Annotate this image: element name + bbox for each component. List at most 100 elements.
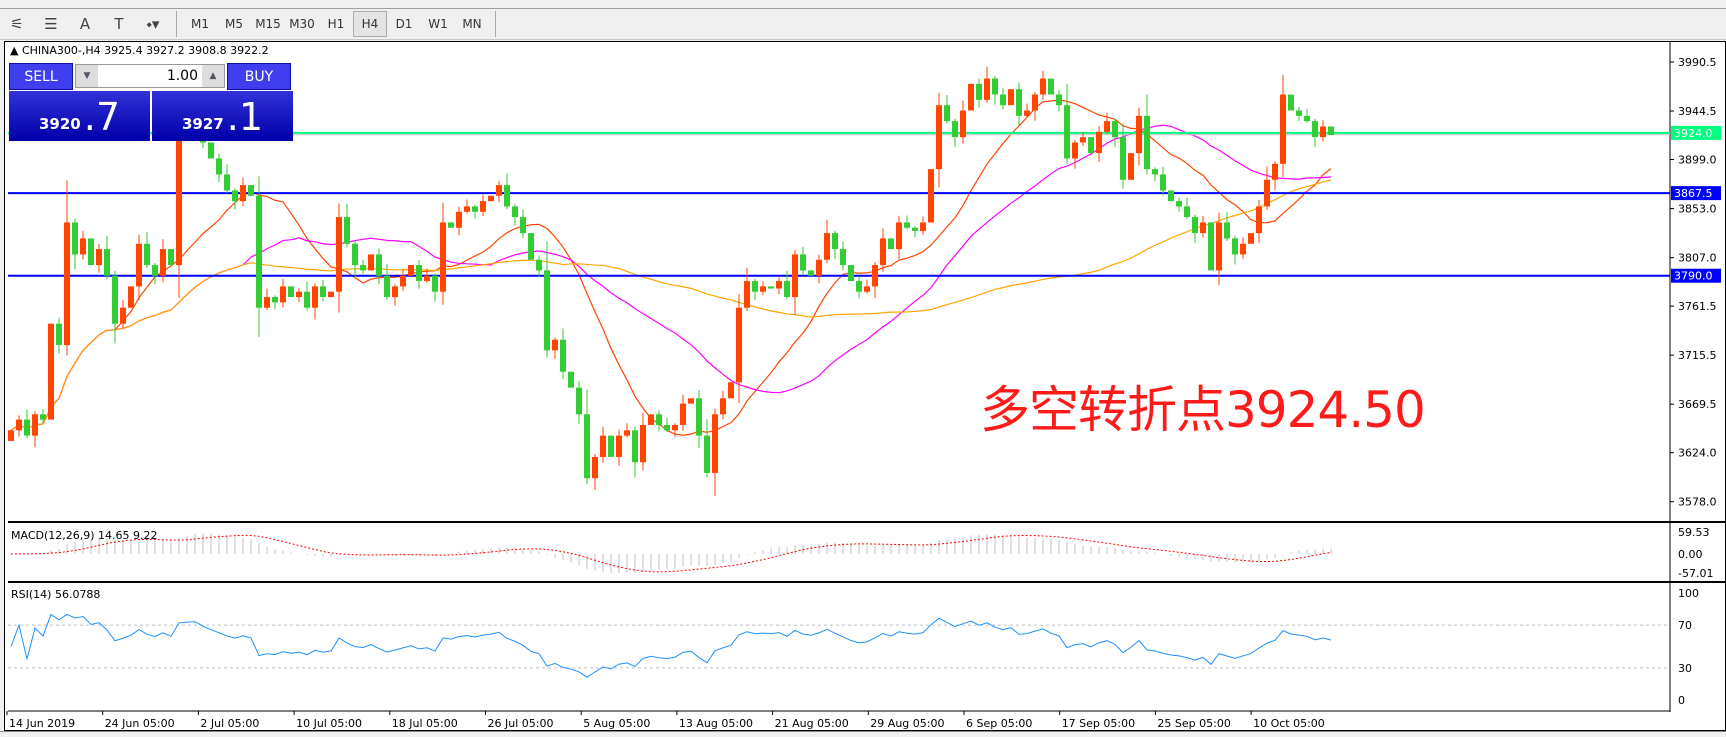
timeframe-mn[interactable]: MN (462, 17, 482, 31)
candle-body (856, 281, 862, 292)
candle-body (680, 403, 686, 425)
candle-body (1328, 126, 1334, 136)
timeframe-m30[interactable]: M30 (289, 17, 315, 31)
candle-body (664, 424, 670, 431)
timeframe-m5[interactable]: M5 (225, 17, 243, 31)
candle-body (968, 83, 974, 111)
candle-body (360, 265, 366, 271)
buy-price-button[interactable]: 3927 .1 (152, 91, 293, 141)
candle-body (1168, 190, 1174, 202)
macd-axis-label: 59.53 (1678, 526, 1710, 539)
time-tick-label: 17 Sep 05:00 (1062, 717, 1135, 730)
candle-body (752, 281, 758, 292)
candle-body (704, 435, 710, 473)
candle-body (472, 206, 478, 212)
candle-body (616, 435, 622, 457)
candle-body (952, 121, 958, 138)
time-tick-label: 26 Jul 05:00 (488, 717, 554, 730)
candle-body (1216, 222, 1222, 271)
rsi-label: RSI(14) 56.0788 (11, 588, 100, 601)
candle-body (696, 398, 702, 436)
candle-body (376, 254, 382, 276)
timeframe-h1[interactable]: H1 (327, 17, 345, 31)
candle-body (1264, 179, 1270, 207)
candle-body (1080, 137, 1086, 143)
candle-body (152, 265, 158, 276)
candle-body (1192, 217, 1198, 234)
sell-price-button[interactable]: 3920 .7 (9, 91, 150, 141)
arrows-dropdown-icon[interactable]: ⬩▾ (146, 15, 160, 33)
fibonacci-icon[interactable]: ☰ (44, 15, 58, 33)
price-tick-label: 3807.0 (1678, 252, 1717, 265)
timeframe-m1[interactable]: M1 (191, 17, 209, 31)
macd-axis-label: -57.01 (1678, 567, 1713, 580)
candle-body (536, 259, 542, 271)
candle-body (1304, 115, 1310, 122)
candle-body (88, 238, 94, 266)
candle-body (504, 185, 510, 207)
chart-window[interactable] (4, 41, 1726, 731)
candle-body (800, 254, 806, 271)
candle-body (728, 382, 734, 399)
timeframe-w1[interactable]: W1 (428, 17, 448, 31)
candle-body (880, 238, 886, 266)
candle-body (1240, 243, 1246, 255)
candle-body (392, 286, 398, 298)
candle-body (992, 78, 998, 95)
candle-body (1184, 206, 1190, 218)
candle-body (1136, 115, 1142, 154)
candle-body (736, 307, 742, 383)
hline-price-label: 3790.0 (1674, 270, 1713, 283)
macd-label: MACD(12,26,9) 14.65 9.22 (11, 529, 158, 542)
candle-body (944, 105, 950, 122)
candle-body (320, 286, 326, 298)
text-icon[interactable]: A (79, 15, 91, 33)
candle-body (904, 222, 910, 228)
sell-button[interactable]: SELL (9, 63, 73, 90)
lot-increase-icon[interactable]: ▲ (202, 65, 224, 87)
timeframe-d1[interactable]: D1 (395, 17, 413, 31)
candle-body (240, 185, 246, 202)
candle-body (552, 339, 558, 351)
candle-body (280, 286, 286, 303)
candle-body (624, 430, 630, 436)
candle-body (144, 243, 150, 266)
candle-body (768, 286, 774, 289)
buy-button[interactable]: BUY (227, 63, 291, 90)
timeframe-m15[interactable]: M15 (255, 17, 281, 31)
price-tick-label: 3853.0 (1678, 203, 1717, 216)
candle-body (1176, 201, 1182, 207)
hline-price-tag (1671, 268, 1721, 283)
candle-body (8, 430, 14, 441)
candle-body (520, 217, 526, 234)
ask-price-pips: .1 (226, 95, 263, 139)
lot-size-input[interactable]: 1.00 (166, 68, 198, 84)
lot-decrease-icon[interactable]: ▼ (76, 65, 98, 87)
time-tick-label: 18 Jul 05:00 (392, 717, 458, 730)
candle-body (1288, 94, 1294, 111)
chart-header-info: ▲ CHINA300-,H4 3925.4 3927.2 3908.8 3922… (10, 44, 269, 57)
lot-size-stepper[interactable]: ▼ 1.00 ▲ (75, 64, 225, 88)
hline-price-label: 3867.5 (1674, 187, 1713, 200)
candle-body (632, 430, 638, 463)
time-tick-label: 29 Aug 05:00 (870, 717, 944, 730)
candle-body (96, 249, 102, 266)
candle-body (448, 222, 454, 228)
candle-body (1048, 78, 1054, 95)
elliott-wave-icon[interactable]: ⚟ (10, 15, 24, 33)
timeframe-h4[interactable]: H4 (353, 11, 387, 37)
candle-body (576, 387, 582, 415)
text-label-icon[interactable]: T (114, 15, 124, 33)
candle-body (80, 238, 86, 255)
time-tick-label: 14 Jun 2019 (9, 717, 75, 730)
candle-body (272, 297, 278, 303)
candle-body (864, 286, 870, 292)
candle-body (72, 222, 78, 255)
candle-body (256, 195, 262, 308)
candle-body (1088, 137, 1094, 154)
candle-body (336, 217, 342, 292)
candle-body (872, 265, 878, 287)
ma-slow-line (10, 179, 1332, 431)
candle-body (848, 265, 854, 282)
